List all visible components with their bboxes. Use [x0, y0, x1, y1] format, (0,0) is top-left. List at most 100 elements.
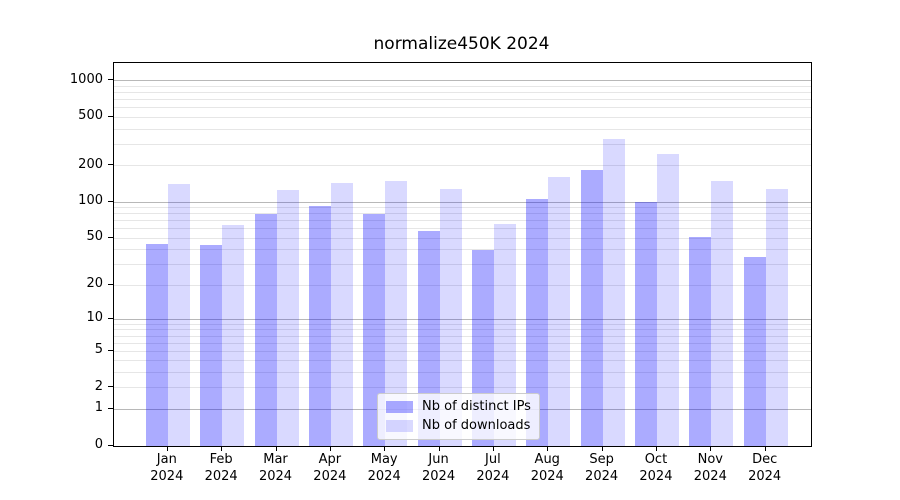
bar-distinct-ips-jun	[417, 231, 440, 446]
x-axis-tick-mark	[438, 446, 440, 451]
x-axis-tick-mark	[166, 446, 168, 451]
gridline-minor	[114, 350, 811, 352]
gridline-minor	[114, 99, 811, 101]
gridline-minor	[114, 228, 811, 230]
x-axis-tick-label: Nov 2024	[680, 451, 740, 485]
gridline-major	[114, 201, 811, 203]
gridline-minor	[114, 284, 811, 286]
gridline-minor	[114, 387, 811, 389]
bar-distinct-ips-sep	[580, 169, 603, 446]
y-axis-tick-mark	[108, 444, 113, 446]
legend-item-distinct-ips: Nb of distinct IPs	[386, 399, 531, 415]
x-axis-tick-mark	[275, 446, 277, 451]
x-tick-year: 2024	[367, 469, 401, 484]
gridline-minor	[114, 207, 811, 209]
y-axis-tick-label: 50	[86, 229, 103, 245]
bar-distinct-ips-nov	[689, 237, 712, 446]
x-axis-tick-mark	[221, 446, 223, 451]
gridline-minor	[114, 213, 811, 215]
bar-distinct-ips-dec	[743, 256, 766, 446]
y-axis-tick-label: 200	[78, 156, 103, 172]
x-axis-tick-mark	[492, 446, 494, 451]
x-tick-month: Nov	[697, 452, 723, 467]
x-axis-tick-label: Mar 2024	[246, 451, 306, 485]
gridline-minor	[114, 263, 811, 265]
x-tick-month: Jun	[428, 452, 449, 467]
bar-downloads-sep	[602, 139, 625, 446]
bar-downloads-oct	[656, 153, 679, 446]
gridline-minor	[114, 85, 811, 87]
legend-label-downloads: Nb of downloads	[422, 418, 531, 433]
gridline-minor	[114, 128, 811, 130]
x-tick-year: 2024	[585, 469, 619, 484]
x-axis-tick-mark	[547, 446, 549, 451]
gridline-minor	[114, 335, 811, 337]
bar-downloads-nov	[711, 180, 734, 446]
x-tick-month: Apr	[318, 452, 342, 467]
bar-distinct-ips-oct	[634, 202, 657, 446]
bar-downloads-may	[385, 180, 408, 446]
x-axis-tick-mark	[655, 446, 657, 451]
x-tick-year: 2024	[530, 469, 564, 484]
chart-title: normalize450K 2024	[373, 34, 550, 54]
x-tick-month: Dec	[752, 452, 778, 467]
x-tick-month: May	[370, 452, 398, 467]
bar-downloads-mar	[276, 190, 299, 446]
bar-downloads-jan	[167, 184, 190, 446]
gridline-minor	[114, 92, 811, 94]
y-axis-tick-label: 5	[94, 342, 103, 358]
y-axis-tick-mark	[108, 283, 113, 285]
x-tick-year: 2024	[204, 469, 238, 484]
y-axis-tick-mark	[108, 164, 113, 166]
bar-downloads-dec	[765, 189, 788, 446]
legend-swatch-distinct-ips	[386, 401, 413, 413]
legend-swatch-downloads	[386, 420, 413, 432]
bar-distinct-ips-apr	[308, 205, 331, 446]
gridline-minor	[114, 116, 811, 118]
gridline-minor	[114, 360, 811, 362]
x-tick-month: Oct	[644, 452, 668, 467]
legend: Nb of distinct IPs Nb of downloads	[377, 393, 540, 440]
x-axis-tick-label: Dec 2024	[735, 451, 795, 485]
gridline-minor	[114, 249, 811, 251]
gridline-major	[114, 318, 811, 320]
x-axis-tick-mark	[384, 446, 386, 451]
x-tick-month: Jul	[485, 452, 501, 467]
x-tick-month: Sep	[589, 452, 614, 467]
x-axis-tick-label: Jan 2024	[137, 451, 197, 485]
y-axis-tick-label: 1	[94, 400, 103, 416]
x-tick-year: 2024	[313, 469, 347, 484]
x-axis-tick-label: Oct 2024	[626, 451, 686, 485]
y-axis-tick-mark	[108, 200, 113, 202]
gridline-minor	[114, 237, 811, 239]
x-axis-tick-label: May 2024	[354, 451, 414, 485]
gridline-major	[114, 80, 811, 82]
x-tick-month: Jan	[156, 452, 177, 467]
bar-downloads-apr	[330, 183, 353, 446]
gridline-minor	[114, 143, 811, 145]
gridline-minor	[114, 165, 811, 167]
gridline-minor	[114, 220, 811, 222]
x-tick-month: Feb	[209, 452, 233, 467]
x-axis-tick-mark	[329, 446, 331, 451]
y-axis-tick-mark	[108, 407, 113, 409]
y-axis-tick-mark	[108, 349, 113, 351]
x-axis-tick-mark	[764, 446, 766, 451]
y-axis-tick-label: 1000	[69, 71, 103, 87]
x-axis-tick-label: Aug 2024	[517, 451, 577, 485]
legend-item-downloads: Nb of downloads	[386, 418, 531, 434]
legend-label-distinct-ips: Nb of distinct IPs	[422, 399, 531, 414]
gridline-minor	[114, 372, 811, 374]
y-axis-tick-label: 2	[94, 378, 103, 394]
y-axis-tick-mark	[108, 386, 113, 388]
bar-downloads-jun	[439, 189, 462, 446]
bar-downloads-jul	[493, 223, 516, 446]
x-tick-year: 2024	[693, 469, 727, 484]
gridline-minor	[114, 329, 811, 331]
x-axis-tick-label: Jul 2024	[463, 451, 523, 485]
x-axis-tick-mark	[710, 446, 712, 451]
x-tick-year: 2024	[476, 469, 510, 484]
x-tick-month: Aug	[534, 452, 560, 467]
y-axis-tick-mark	[108, 79, 113, 81]
